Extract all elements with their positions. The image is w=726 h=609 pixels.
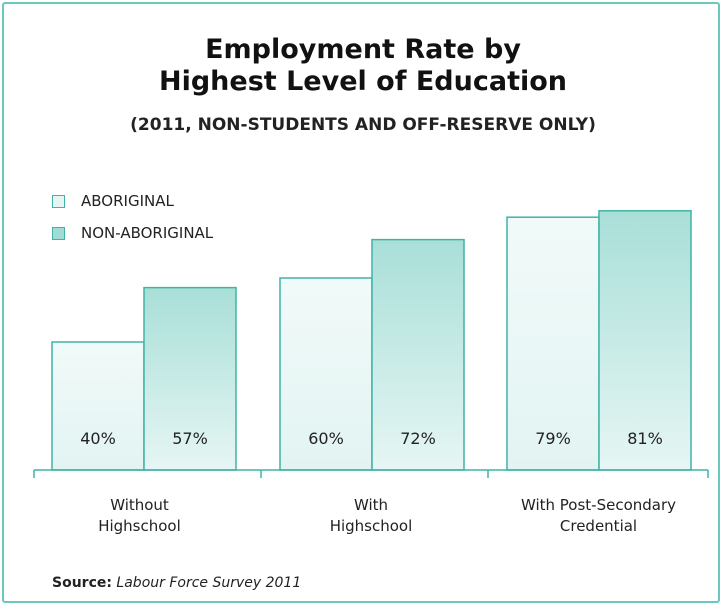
data-label-aboriginal-0: 40%	[80, 429, 116, 448]
category-label-without-highschool: Without Highschool	[98, 496, 181, 535]
bar-aboriginal-0	[51, 341, 145, 471]
source-note: Source: Labour Force Survey 2011	[52, 575, 301, 591]
legend-item-aboriginal: ABORIGINAL	[52, 191, 174, 211]
legend-label-non-aboriginal: NON-ABORIGINAL	[81, 224, 214, 242]
bar-non-aboriginal-1	[371, 238, 465, 471]
data-label-aboriginal-2: 79%	[535, 429, 571, 448]
bar-aboriginal-1	[279, 277, 373, 471]
data-label-non-aboriginal-0: 57%	[172, 429, 208, 448]
bar-non-aboriginal-0	[143, 286, 237, 471]
bar-non-aboriginal-2	[598, 210, 692, 471]
legend-label-aboriginal: ABORIGINAL	[81, 192, 174, 210]
legend-swatch-aboriginal	[52, 194, 65, 208]
chart-subtitle: (2011, NON-STUDENTS AND OFF-RESERVE ONLY…	[130, 115, 596, 135]
legend-item-non-aboriginal: NON-ABORIGINAL	[52, 223, 213, 243]
data-label-aboriginal-1: 60%	[308, 429, 344, 448]
chart-title-line-1: Employment Rate by	[205, 34, 521, 65]
data-label-non-aboriginal-2: 81%	[627, 429, 663, 448]
chart-title-line-2: Highest Level of Education	[158, 66, 568, 97]
data-label-non-aboriginal-1: 72%	[400, 429, 436, 448]
legend-swatch-non-aboriginal	[52, 226, 65, 240]
source-label: Source:	[52, 575, 112, 591]
source-text: Labour Force Survey 2011	[116, 575, 302, 591]
category-label-post-secondary: With Post-Secondary Credential	[520, 496, 677, 535]
category-label-with-highschool: With Highschool	[329, 496, 413, 535]
bar-aboriginal-2	[506, 216, 600, 471]
